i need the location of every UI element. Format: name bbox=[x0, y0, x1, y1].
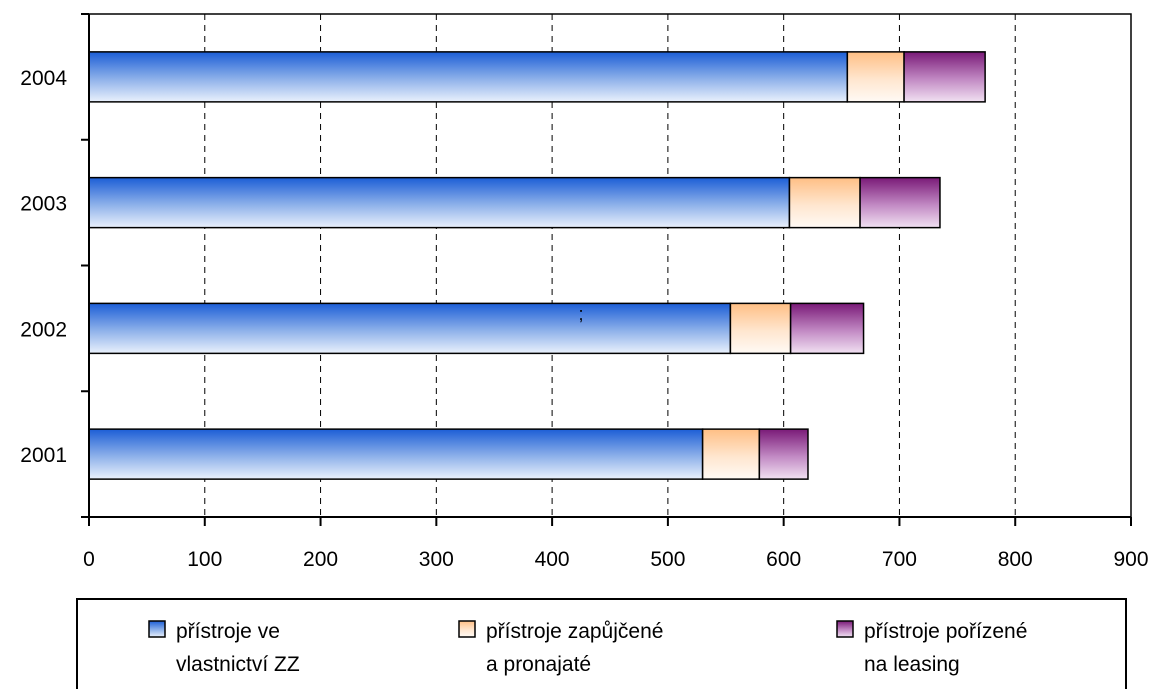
legend-swatch-1 bbox=[458, 620, 476, 638]
bar-2002-series-0 bbox=[88, 302, 732, 355]
bars bbox=[88, 51, 986, 480]
legend-label-1: přístroje zapůjčené bbox=[486, 620, 663, 643]
legend-label-1: a pronajaté bbox=[486, 653, 591, 676]
x-tick-label: 500 bbox=[650, 548, 685, 571]
x-tick-label: 800 bbox=[998, 548, 1033, 571]
x-tick-label: 600 bbox=[766, 548, 801, 571]
legend-label-2: přístroje pořízené bbox=[864, 620, 1027, 643]
bar-2003-series-2 bbox=[859, 176, 941, 229]
y-tick-label: 2004 bbox=[20, 67, 67, 90]
legend-swatch-2 bbox=[836, 620, 854, 638]
bar-2002-series-2 bbox=[789, 302, 865, 355]
annotation-semicolon: ; bbox=[578, 304, 583, 324]
x-tick-label: 300 bbox=[419, 548, 454, 571]
legend-label-0: vlastnictví ZZ bbox=[176, 653, 300, 676]
x-tick-label: 900 bbox=[1113, 548, 1148, 571]
legend-label-0: přístroje ve bbox=[176, 620, 280, 643]
y-tick-label: 2003 bbox=[20, 193, 67, 216]
bar-2001-series-1 bbox=[701, 428, 761, 480]
bar-2002-series-1 bbox=[729, 302, 792, 355]
legend-swatch-0 bbox=[148, 620, 166, 638]
legend-box bbox=[76, 598, 1127, 689]
y-tick-label: 2002 bbox=[20, 318, 67, 341]
legend: přístroje ve vlastnictví ZZ přístroje zapů… bbox=[76, 598, 1127, 689]
y-tick-label: 2001 bbox=[20, 444, 67, 467]
x-tick-label: 400 bbox=[535, 548, 570, 571]
x-tick-label: 0 bbox=[83, 548, 95, 571]
legend-label-2: na leasing bbox=[864, 653, 960, 676]
bar-2004-series-0 bbox=[88, 51, 849, 103]
bar-2001-series-0 bbox=[88, 428, 704, 480]
bar-2001-series-2 bbox=[758, 428, 809, 480]
bar-2004-series-1 bbox=[846, 51, 905, 103]
axes: 2001 2002 2003 2004 0 100 200 300 400 500 600 700 80… bbox=[20, 13, 1149, 571]
x-tick-label: 100 bbox=[187, 548, 222, 571]
bar-2004-series-2 bbox=[903, 51, 986, 103]
bar-2003-series-1 bbox=[788, 176, 861, 229]
x-tick-label: 700 bbox=[882, 548, 917, 571]
x-tick-label: 200 bbox=[303, 548, 338, 571]
bar-2003-series-0 bbox=[88, 176, 791, 229]
